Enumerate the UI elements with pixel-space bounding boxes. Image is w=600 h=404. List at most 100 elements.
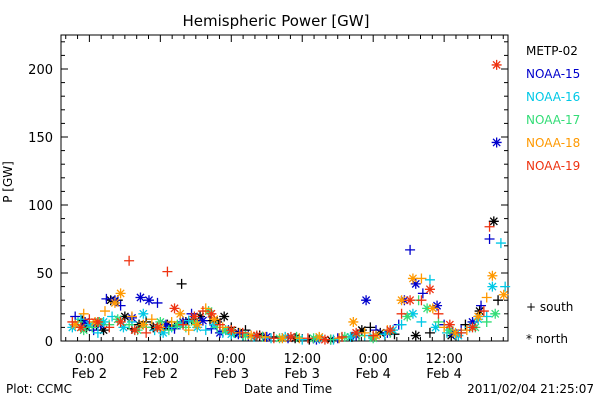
- data-point-north: [109, 297, 120, 308]
- data-point-south: [365, 322, 376, 333]
- data-point-south: [163, 325, 174, 336]
- data-point-north: [226, 325, 237, 336]
- data-point-south: [478, 306, 489, 317]
- data-point-south: [200, 325, 211, 336]
- y-tick-label: 200: [28, 63, 53, 78]
- x-tick-label-time: 0:00: [217, 352, 246, 367]
- data-point-north: [161, 319, 172, 330]
- data-point-north: [138, 308, 149, 319]
- data-point-south: [456, 327, 467, 338]
- data-point-south: [124, 319, 135, 330]
- data-point-north: [488, 216, 499, 227]
- data-point-south: [84, 314, 95, 325]
- data-point-north: [251, 330, 262, 341]
- x-tick-label-time: 12:00: [142, 352, 179, 367]
- data-point-north: [345, 331, 356, 342]
- data-point-north: [209, 319, 220, 330]
- data-point-north: [487, 270, 498, 281]
- data-point-north: [348, 316, 359, 327]
- data-point-north: [70, 319, 81, 330]
- data-point-south: [183, 315, 194, 326]
- data-point-south: [493, 295, 504, 306]
- data-point-south: [424, 274, 435, 285]
- data-point-north: [422, 303, 433, 314]
- plot-frame: [60, 34, 509, 342]
- legend-item: NOAA-16: [526, 90, 580, 104]
- data-point-north: [209, 314, 220, 325]
- data-point-north: [92, 316, 103, 327]
- data-point-north: [220, 325, 231, 336]
- x-tick-label-time: 12:00: [425, 352, 462, 367]
- data-point-north: [407, 308, 418, 319]
- x-tick-label-date: Feb 3: [285, 367, 320, 382]
- data-point-south: [495, 238, 506, 249]
- data-point-south: [484, 234, 495, 244]
- data-point-south: [481, 316, 492, 327]
- data-point-north: [319, 334, 330, 345]
- data-point-south: [484, 221, 495, 232]
- data-point-north: [467, 316, 478, 327]
- x-tick-label-time: 12:00: [284, 352, 321, 367]
- data-point-north: [491, 59, 502, 70]
- data-point-south: [359, 327, 370, 338]
- data-point-south: [176, 278, 187, 289]
- data-point-north: [84, 319, 95, 330]
- data-point-north: [407, 273, 418, 284]
- data-point-south: [336, 331, 347, 342]
- data-point-south: [101, 293, 112, 304]
- y-tick-label: 50: [36, 267, 53, 282]
- data-point-south: [67, 316, 78, 327]
- data-point-north: [396, 295, 407, 306]
- data-point-south: [197, 306, 208, 317]
- data-point-south: [180, 322, 191, 333]
- data-point-north: [155, 316, 166, 327]
- chart-marks: [67, 59, 511, 345]
- x-tick-label-date: Feb 4: [355, 367, 390, 382]
- data-point-north: [115, 288, 126, 299]
- data-point-south: [178, 319, 189, 330]
- data-point-north: [285, 331, 296, 342]
- data-point-south: [166, 316, 177, 327]
- x-tick-label-date: Feb 3: [214, 367, 249, 382]
- data-point-north: [248, 331, 259, 342]
- data-point-north: [490, 308, 501, 319]
- data-point-south: [92, 327, 103, 338]
- data-point-south: [417, 288, 428, 299]
- data-point-south: [78, 308, 89, 319]
- data-point-south: [99, 306, 110, 317]
- data-point-north: [402, 311, 413, 322]
- data-point-north: [172, 319, 183, 330]
- data-point-north: [498, 289, 509, 300]
- data-point-south: [416, 273, 427, 284]
- data-point-north: [169, 303, 180, 314]
- legend-item: METP-02: [526, 44, 578, 58]
- data-point-south: [183, 325, 194, 336]
- legend-item: NOAA-17: [526, 113, 580, 127]
- data-point-north: [405, 295, 416, 306]
- data-point-north: [246, 330, 257, 341]
- legend-item: NOAA-15: [526, 67, 580, 81]
- data-point-south: [368, 330, 379, 341]
- legend-item: NOAA-19: [526, 159, 580, 173]
- x-axis-label: Date and Time: [244, 382, 332, 396]
- data-point-south: [416, 316, 427, 327]
- data-point-north: [467, 322, 478, 333]
- data-point-south: [126, 311, 137, 322]
- x-tick-label-date: Feb 4: [426, 367, 461, 382]
- data-point-north: [277, 333, 288, 344]
- data-point-north: [158, 327, 169, 338]
- data-point-north: [450, 327, 461, 338]
- data-point-south: [500, 281, 511, 292]
- data-point-north: [424, 284, 435, 295]
- data-point-south: [396, 319, 407, 330]
- data-point-south: [396, 308, 407, 319]
- series-noaa-19: [67, 59, 502, 345]
- symbol-legend-item: * north: [526, 332, 568, 346]
- y-tick-label: 100: [28, 199, 53, 214]
- data-point-north: [487, 281, 498, 292]
- legend: METP-02 NOAA-15 NOAA-16 NOAA-17 NOAA-18 NOAA-…: [526, 44, 580, 346]
- data-point-south: [297, 334, 308, 345]
